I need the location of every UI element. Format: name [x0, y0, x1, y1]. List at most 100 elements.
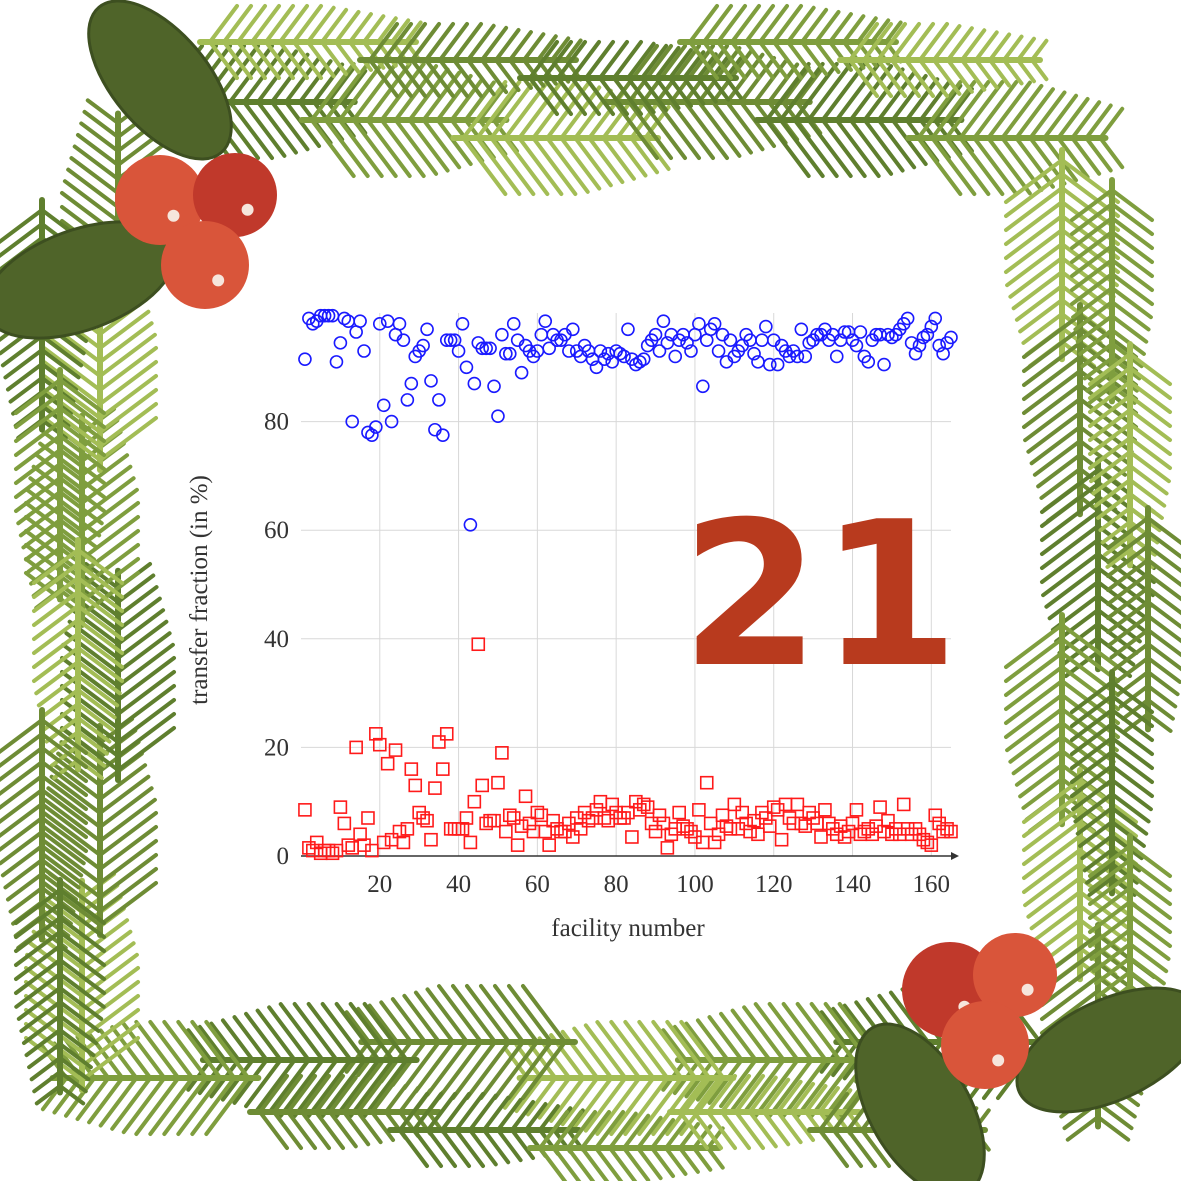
fern-needle — [306, 5, 336, 44]
fern-needle — [480, 25, 509, 62]
fern-branch — [197, 4, 423, 80]
fern-needle — [856, 16, 878, 44]
fern-needle — [242, 100, 287, 158]
fern-needle — [916, 80, 963, 140]
fern-needle — [58, 1014, 99, 1046]
circle-point — [455, 317, 470, 331]
fern-needle — [1014, 284, 1064, 322]
fern-needle — [1070, 750, 1114, 784]
fern-needle — [1110, 792, 1151, 824]
fern-needle — [258, 1110, 289, 1150]
fern-needle — [669, 44, 715, 104]
fern-needle — [706, 1146, 725, 1170]
fern-needle — [809, 1058, 856, 1118]
fern-needle — [876, 58, 907, 98]
fern-needle — [32, 1070, 62, 1094]
fern-needle — [36, 674, 80, 708]
square-point — [349, 740, 363, 755]
fern-branch — [517, 40, 743, 116]
fern-needle — [720, 1110, 751, 1150]
fern-needle — [43, 797, 102, 843]
fern-needle — [559, 136, 602, 191]
circle-point — [499, 346, 513, 361]
fern-needle — [566, 1146, 596, 1181]
fern-needle — [47, 730, 80, 756]
square-point — [502, 808, 517, 823]
fern-needle — [342, 1077, 371, 1114]
fern-needle — [710, 76, 731, 102]
fern-needle — [1075, 314, 1114, 344]
circle-point — [436, 428, 450, 442]
fern-needle — [1022, 792, 1082, 838]
fern-needle — [1146, 572, 1181, 602]
fern-needle — [379, 118, 426, 178]
square-point — [495, 746, 509, 760]
fern-needle — [1098, 136, 1125, 170]
fern-needle — [524, 1102, 548, 1132]
fern-needle — [762, 1110, 791, 1147]
fern-needle — [76, 730, 109, 756]
square-point — [735, 805, 750, 820]
fern-needle — [1022, 806, 1082, 852]
fern-needle — [1070, 100, 1102, 140]
fern-needle — [320, 1002, 367, 1062]
circle-point — [762, 357, 777, 372]
fern-needle — [58, 1070, 88, 1094]
fern-needle — [1088, 366, 1132, 400]
holly-leaf — [1015, 986, 1181, 1114]
fern-needle — [1103, 534, 1132, 557]
fern-needle — [8, 886, 44, 914]
square-point — [727, 797, 742, 812]
fern-needle — [197, 1024, 227, 1062]
circle-point — [652, 344, 667, 358]
fern-needle — [24, 1036, 84, 1082]
fern-needle — [790, 1081, 816, 1114]
fern-needle — [493, 1040, 539, 1100]
fern-needle — [98, 360, 158, 406]
fern-needle — [884, 20, 903, 44]
fern-needle — [1110, 764, 1154, 798]
fern-needle — [542, 40, 573, 80]
square-point — [845, 816, 860, 831]
fern-needle — [1070, 680, 1114, 714]
fern-needle — [1078, 341, 1138, 387]
fern-needle — [572, 1076, 614, 1130]
fern-needle — [1021, 312, 1064, 345]
fern-needle — [21, 518, 62, 550]
fern-needle — [402, 993, 441, 1044]
fern-needle — [1146, 516, 1181, 546]
fern-needle — [76, 618, 124, 655]
circle-point — [928, 311, 943, 326]
fern-needle — [326, 65, 356, 104]
fern-needle — [110, 1025, 153, 1080]
panel — [240, 290, 970, 960]
fern-needle — [42, 346, 102, 392]
y-tick-label: 60 — [264, 517, 289, 544]
fern-needle — [292, 4, 323, 44]
square-point — [566, 830, 580, 844]
fern-needle — [98, 797, 157, 843]
fern-needle — [1121, 698, 1150, 721]
fern-needle — [75, 1076, 111, 1122]
fern-needle — [396, 22, 427, 62]
fern-needle — [1078, 820, 1138, 866]
fern-branch — [1070, 177, 1154, 405]
fern-needle — [692, 1074, 723, 1114]
fern-needle — [958, 80, 1005, 140]
fern-needle — [80, 941, 136, 984]
fern-needle — [1073, 792, 1114, 824]
fern-needle — [1029, 425, 1082, 466]
square-point — [424, 832, 438, 847]
circle-point — [439, 333, 454, 347]
fern-needle — [654, 46, 681, 80]
circle-point — [723, 333, 738, 347]
holly-leaf — [87, 0, 233, 161]
fern-needle — [220, 1018, 255, 1062]
circle-point — [542, 341, 556, 356]
fern-needle — [461, 136, 508, 196]
square-point — [573, 822, 588, 836]
square-point — [400, 822, 415, 836]
fern-needle — [1030, 58, 1049, 82]
fern-needle — [640, 43, 669, 80]
x-tick-label: 120 — [755, 871, 793, 898]
